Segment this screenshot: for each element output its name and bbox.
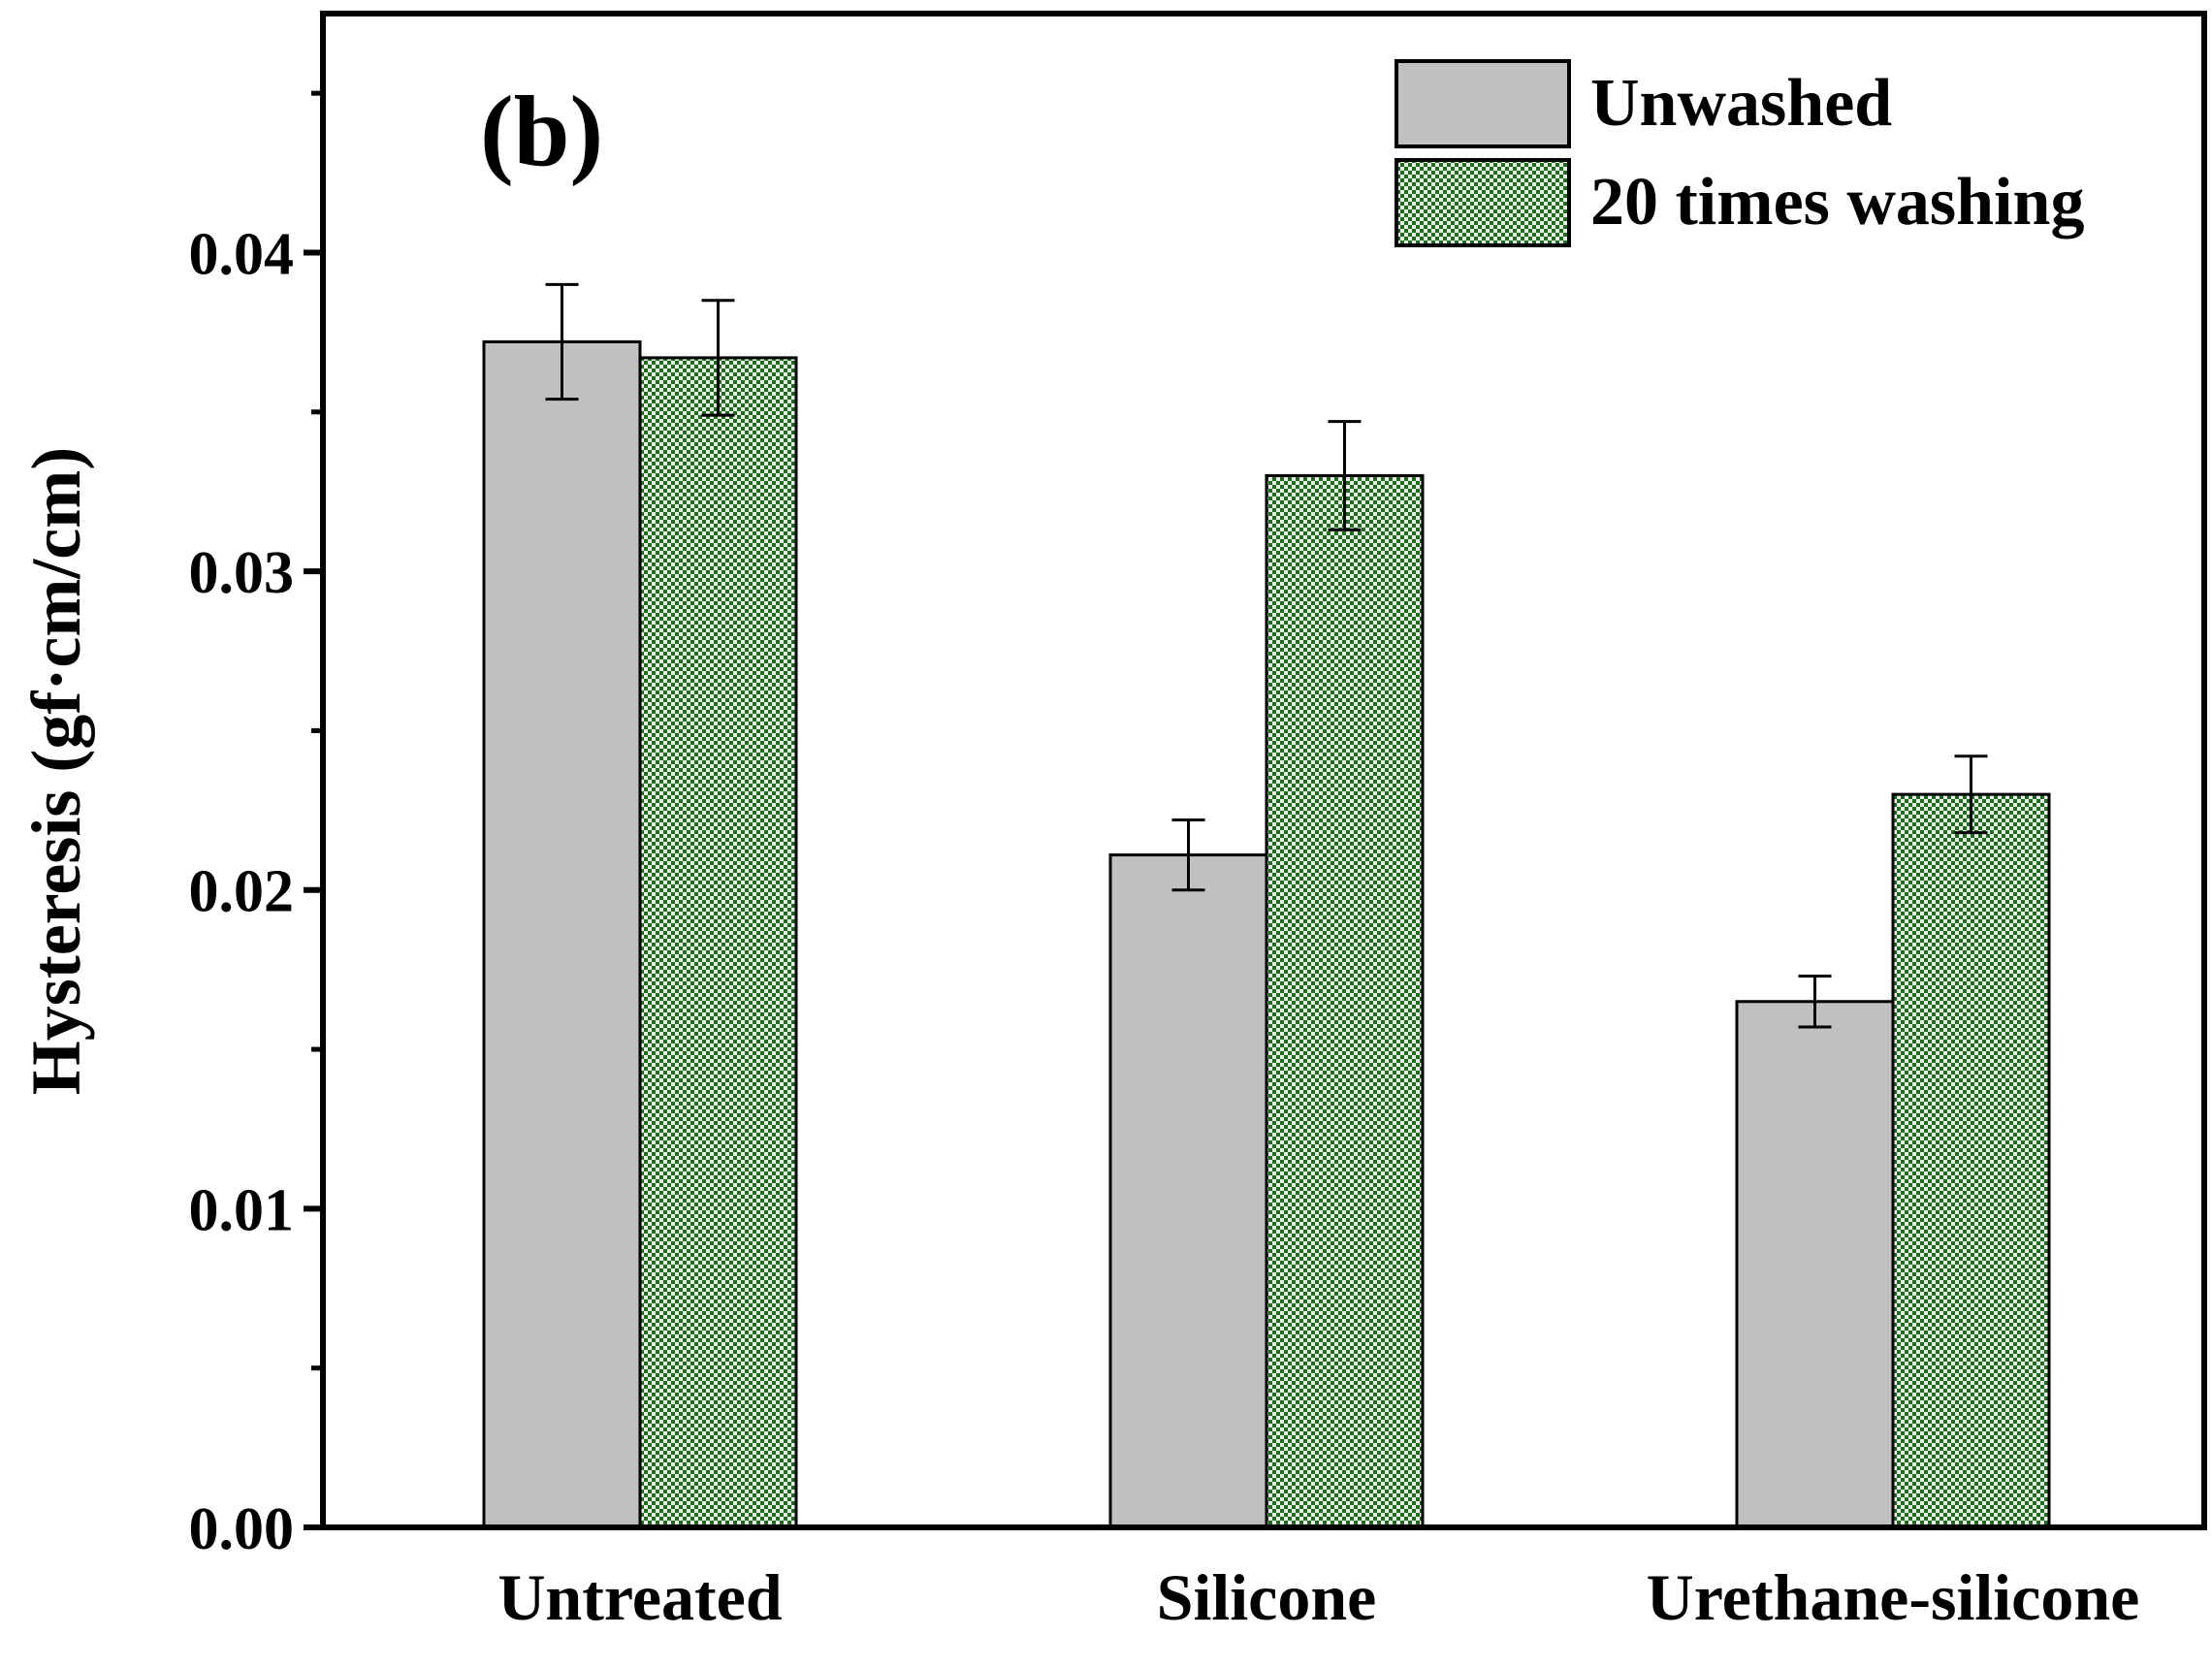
y-axis-ticks: 0.00 0.01 0.02 0.03 0.04 xyxy=(189,90,323,1562)
y-axis-title: Hysteresis (gf·cm/cm) xyxy=(17,447,95,1095)
error-bar-20-times-washing-untreated xyxy=(701,299,735,417)
y-tick-label: 0.01 xyxy=(189,1177,295,1243)
y-tick-label: 0.03 xyxy=(189,540,295,606)
y-tick-label: 0.02 xyxy=(189,859,295,925)
bar-unwashed-urethane-silicone xyxy=(1735,1000,1895,1529)
bar-20-times-washing-silicone xyxy=(1265,474,1425,1529)
bar-20-times-washing-untreated xyxy=(638,356,798,1529)
panel-label: (b) xyxy=(480,76,603,187)
y-tick-label: 0.04 xyxy=(189,221,295,287)
legend-swatch-20-times-washing xyxy=(1395,158,1571,247)
error-bar-unwashed-urethane-silicone xyxy=(1798,974,1832,1029)
x-category-label: Untreated xyxy=(497,1560,783,1634)
bar-unwashed-silicone xyxy=(1108,853,1268,1529)
error-bars-layer xyxy=(545,282,1988,1029)
bars-layer xyxy=(482,339,2051,1529)
legend-label-unwashed: Unwashed xyxy=(1590,66,1892,141)
legend-swatch-unwashed xyxy=(1395,59,1571,148)
error-bar-unwashed-silicone xyxy=(1171,818,1205,892)
plot-frame xyxy=(320,11,2207,1530)
legend: Unwashed 20 times washing xyxy=(1395,59,2084,247)
bar-unwashed-untreated xyxy=(482,339,642,1529)
error-bar-20-times-washing-urethane-silicone xyxy=(1954,754,1988,835)
bar-20-times-washing-urethane-silicone xyxy=(1891,792,2051,1529)
error-bar-unwashed-untreated xyxy=(545,282,579,401)
x-category-label: Silicone xyxy=(1157,1560,1377,1634)
legend-label-20-times-washing: 20 times washing xyxy=(1590,165,2084,240)
x-category-label: Urethane-silicone xyxy=(1647,1560,2140,1634)
error-bar-20-times-washing-silicone xyxy=(1328,420,1362,531)
y-tick-label: 0.00 xyxy=(189,1496,295,1562)
x-axis-category-labels: Untreated Silicone Urethane-silicone xyxy=(497,1560,2139,1634)
